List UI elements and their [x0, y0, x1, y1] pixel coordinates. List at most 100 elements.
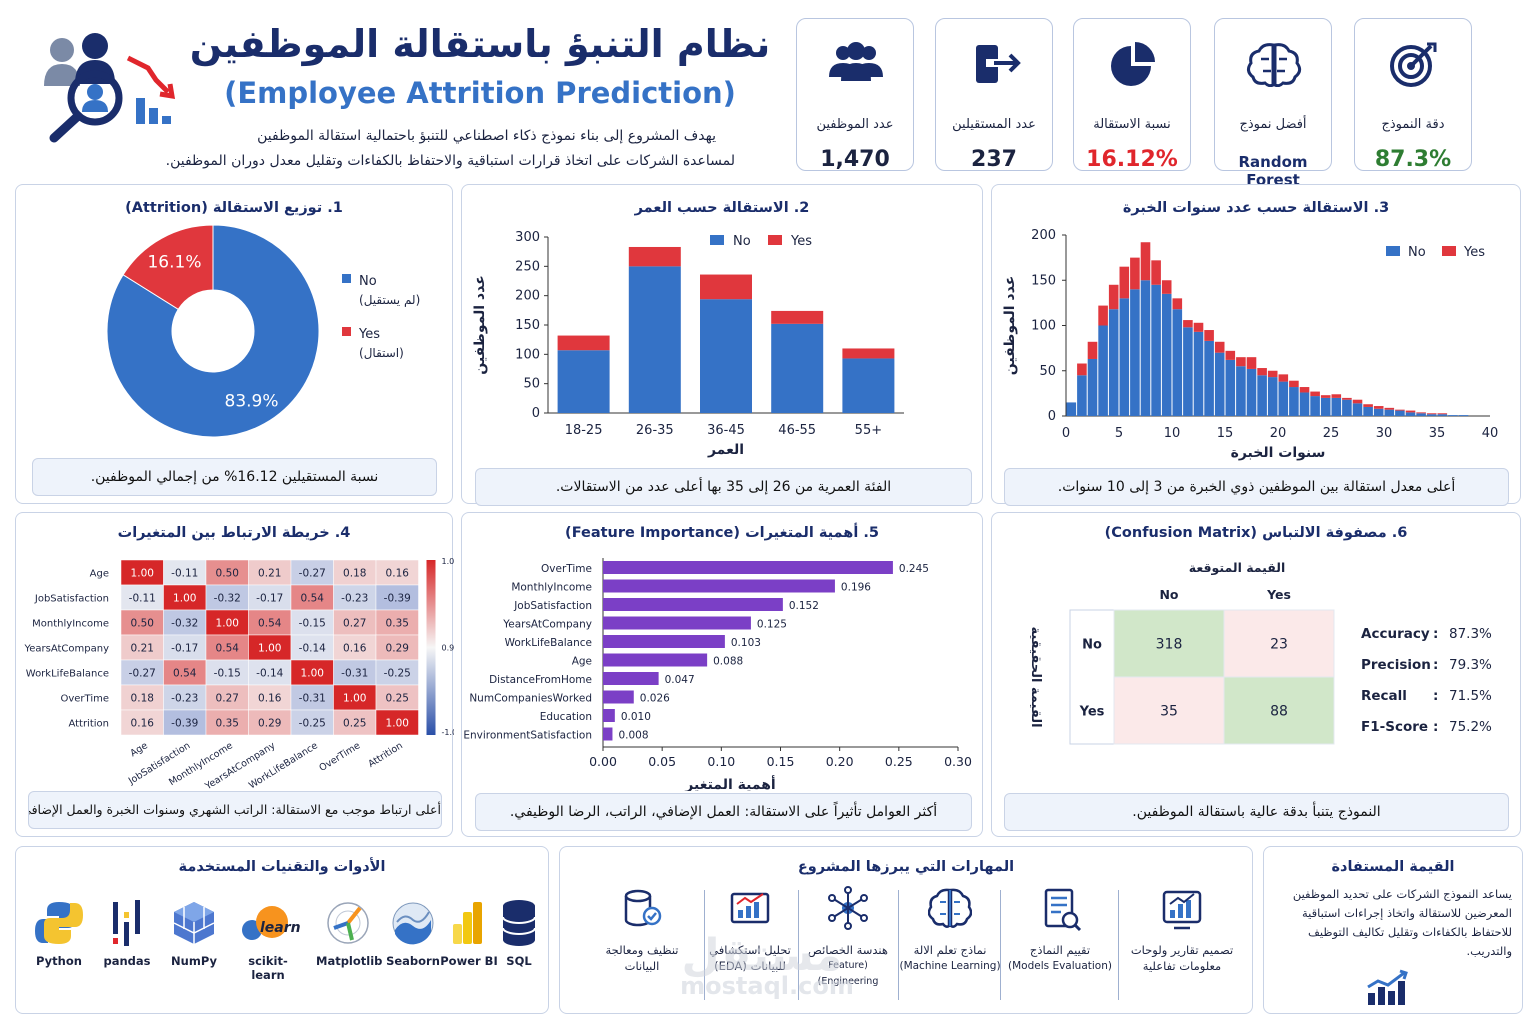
bar-yes [1183, 320, 1193, 328]
bar-no [557, 350, 610, 413]
y-tick-label: 100 [1031, 319, 1056, 334]
row-label: OverTime [60, 694, 109, 705]
panel-feature-importance: 5. أهمية المتغيرات (Feature Importance) … [461, 512, 983, 837]
page-title: نظام التنبؤ باستقالة الموظفين [189, 22, 771, 66]
bar-no [628, 266, 681, 413]
x-tick-label: 26-35 [636, 423, 674, 438]
bar-yes [1236, 357, 1246, 367]
importance-bar [603, 635, 725, 648]
bar-no [1236, 366, 1246, 416]
bar-no [1363, 406, 1373, 416]
heatmap-value: 0.54 [301, 593, 325, 605]
row-label: MonthlyIncome [32, 619, 109, 630]
kpi-label: عدد المستقيلين [952, 117, 1036, 132]
kpi-value: 237 [971, 147, 1017, 172]
scikit-learn-icon: learn [236, 898, 301, 948]
bar-no [1077, 375, 1087, 416]
matrix-value: 35 [1160, 704, 1178, 720]
heatmap-value: -0.25 [299, 718, 326, 730]
heatmap-cell [205, 559, 249, 586]
heatmap-cell [163, 709, 207, 736]
eda-icon [728, 886, 772, 932]
seaborn-icon [387, 898, 439, 948]
heatmap-value: -0.15 [299, 618, 326, 630]
metric-colon: : [1433, 657, 1438, 673]
heatmap-value: 1.00 [343, 693, 366, 705]
heatmap-value: 0.35 [216, 718, 239, 730]
heatmap-value: 0.18 [343, 568, 366, 580]
panel-note: نسبة المستقيلين 16.12% من إجمالي الموظفي… [32, 458, 437, 496]
pie-data-label: 16.1% [147, 252, 201, 272]
svg-text:learn: learn [260, 920, 300, 936]
heatmap-value: 0.54 [173, 668, 197, 680]
bar-yes [1352, 399, 1363, 404]
heatmap-cell [120, 584, 164, 611]
watermark-url: mostaql.com [680, 972, 854, 1000]
page-subtitle: (Employee Attrition Prediction) [224, 76, 736, 110]
x-tick-label: 20 [1270, 426, 1287, 441]
heatmap-cell [205, 634, 249, 661]
y-axis-label: عدد الموظفين [1002, 276, 1018, 376]
heatmap-cell [205, 709, 249, 736]
heatmap-value: 1.00 [216, 618, 239, 630]
tool-label: Python [36, 954, 82, 968]
bar-no [1458, 415, 1469, 416]
heatmap-cell [375, 684, 419, 711]
heatmap-value: -0.15 [214, 668, 241, 680]
bar-yes [1426, 413, 1437, 415]
panel-note: الفئة العمرية من 26 إلى 35 بها أعلى عدد … [475, 468, 972, 506]
kpi-value: 87.3% [1374, 147, 1452, 172]
x-tick-label: 30 [1376, 426, 1393, 441]
bar-no [1225, 359, 1236, 416]
bar-yes [1320, 395, 1331, 398]
bar-no [1299, 392, 1310, 416]
colorbar-tick: -1.0 [442, 728, 455, 737]
heatmap-value: 0.27 [343, 618, 366, 630]
tool-label: pandas [103, 954, 151, 968]
description-line-1: يهدف المشروع إلى بناء نموذج ذكاء اصطناعي… [257, 128, 716, 144]
legend-swatch [768, 235, 782, 245]
panel-correlation-heatmap: 4. خريطة الارتباط بين المتغيرات Age 1.00 -… [15, 512, 455, 837]
heatmap-cell [333, 609, 377, 636]
feature-label: EnvironmentSatisfaction [463, 730, 592, 742]
pie-slice-yes [122, 224, 214, 310]
bar-yes [1087, 341, 1098, 359]
x-axis-label: العمر [707, 442, 744, 458]
heatmap-value: 1.00 [386, 718, 409, 730]
metric-value: 87.3% [1449, 626, 1492, 642]
feature-label: JobSatisfaction [513, 600, 592, 612]
kpi-attrition-rate: نسبة الاستقالة 16.12% [1073, 18, 1191, 172]
heatmap-value: 0.54 [258, 618, 282, 630]
heatmap-value: 0.18 [131, 693, 154, 705]
bar-yes [1331, 394, 1342, 398]
bar-yes [1098, 305, 1108, 326]
bar-value-label: 0.010 [621, 711, 651, 723]
feature-label: Education [540, 711, 592, 723]
skill-label: تصميم تقارير ولوحات [1130, 943, 1234, 957]
bar-value-label: 0.245 [899, 563, 929, 575]
heatmap-value: 0.29 [386, 643, 409, 655]
y-tick-label: 200 [515, 289, 540, 304]
bar-yes [1130, 257, 1140, 290]
colorbar-tick: 1.0 [442, 557, 455, 566]
x-tick-label: 0.00 [589, 754, 617, 769]
row-label: Attrition [68, 719, 109, 730]
y-axis-label: عدد الموظفين [472, 275, 488, 375]
metric-name: Precision [1361, 657, 1431, 673]
heatmap-cell [375, 584, 419, 611]
x-tick-label: 18-25 [565, 423, 603, 438]
legend-swatch [1442, 246, 1456, 256]
divider [898, 890, 899, 1000]
heatmap-cell [120, 559, 164, 586]
heatmap-value: 0.21 [258, 568, 281, 580]
heatmap-value: -0.14 [256, 668, 283, 680]
bar-no [1267, 377, 1278, 416]
bar-no [1087, 358, 1098, 416]
feature-label: WorkLifeBalance [505, 637, 592, 649]
x-tick-label: 0.30 [944, 754, 972, 769]
bar-no [1183, 327, 1193, 416]
heatmap-value: -0.14 [299, 643, 326, 655]
skill-machine-learning: نماذج تعلم الالة (Machine Learning) [898, 886, 1002, 974]
skill-sublabel: البيانات [624, 959, 660, 973]
bar-yes [1363, 404, 1373, 407]
